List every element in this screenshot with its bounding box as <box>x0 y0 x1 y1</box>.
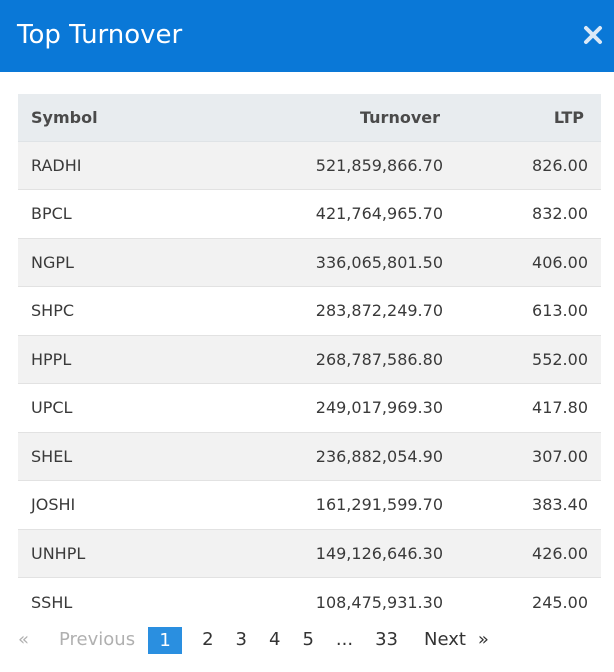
cell-ltp: 383.40 <box>448 480 601 529</box>
cell-ltp: 307.00 <box>448 431 601 481</box>
cell-turnover: 336,065,801.50 <box>218 237 448 287</box>
cell-ltp: 245.00 <box>448 577 601 626</box>
page-button-4[interactable]: 4 <box>269 629 281 650</box>
table-row[interactable]: NGPL 336,065,801.50 406.00 <box>18 237 601 287</box>
table-row[interactable]: UPCL 249,017,969.30 417.80 <box>18 383 601 432</box>
cell-symbol: UPCL <box>18 383 218 432</box>
table-header-row: Symbol Turnover LTP <box>18 94 601 142</box>
cell-turnover: 149,126,646.30 <box>218 528 448 578</box>
column-header-ltp[interactable]: LTP <box>448 94 601 142</box>
page-button-5[interactable]: 5 <box>302 629 314 650</box>
cell-turnover: 421,764,965.70 <box>218 189 448 238</box>
cell-symbol: SHEL <box>18 431 218 481</box>
table-row[interactable]: HPPL 268,787,586.80 552.00 <box>18 334 601 384</box>
cell-ltp: 552.00 <box>448 334 601 384</box>
cell-turnover: 161,291,599.70 <box>218 480 448 529</box>
table-row[interactable]: JOSHI 161,291,599.70 383.40 <box>18 480 601 529</box>
close-icon <box>584 26 602 44</box>
cell-symbol: BPCL <box>18 189 218 238</box>
modal-title: Top Turnover <box>17 20 183 50</box>
page-button-1[interactable]: 1 <box>148 626 183 654</box>
turnover-table: Symbol Turnover LTP RADHI 521,859,866.70 8… <box>18 94 601 626</box>
cell-ltp: 613.00 <box>448 286 601 335</box>
cell-ltp: 406.00 <box>448 237 601 287</box>
cell-symbol: SHPC <box>18 286 218 335</box>
table-row[interactable]: BPCL 421,764,965.70 832.00 <box>18 189 601 238</box>
cell-turnover: 283,872,249.70 <box>218 286 448 335</box>
pagination: « Previous 1 2 3 4 5 ... 33 Next » <box>18 626 507 654</box>
cell-turnover: 249,017,969.30 <box>218 383 448 432</box>
cell-ltp: 426.00 <box>448 528 601 578</box>
table-row[interactable]: UNHPL 149,126,646.30 426.00 <box>18 528 601 578</box>
cell-turnover: 236,882,054.90 <box>218 431 448 481</box>
table-row[interactable]: RADHI 521,859,866.70 826.00 <box>18 140 601 190</box>
next-button[interactable]: Next <box>423 629 466 650</box>
table-row[interactable]: SSHL 108,475,931.30 245.00 <box>18 577 601 626</box>
cell-symbol: NGPL <box>18 237 218 287</box>
table-row[interactable]: SHPC 283,872,249.70 613.00 <box>18 286 601 335</box>
cell-ltp: 826.00 <box>448 140 601 190</box>
close-button[interactable] <box>580 22 606 48</box>
previous-arrow: « <box>18 629 30 650</box>
cell-symbol: HPPL <box>18 334 218 384</box>
table-row[interactable]: SHEL 236,882,054.90 307.00 <box>18 431 601 481</box>
column-header-symbol[interactable]: Symbol <box>18 94 218 142</box>
cell-ltp: 832.00 <box>448 189 601 238</box>
previous-button: Previous <box>59 629 136 650</box>
column-header-turnover[interactable]: Turnover <box>218 94 448 142</box>
cell-turnover: 268,787,586.80 <box>218 334 448 384</box>
modal-header: Top Turnover <box>0 0 614 72</box>
cell-turnover: 108,475,931.30 <box>218 577 448 626</box>
page-button-2[interactable]: 2 <box>202 629 214 650</box>
turnover-table-container[interactable]: Symbol Turnover LTP RADHI 521,859,866.70 8… <box>18 94 601 626</box>
cell-symbol: UNHPL <box>18 528 218 578</box>
page-button-last[interactable]: 33 <box>375 629 398 650</box>
cell-symbol: JOSHI <box>18 480 218 529</box>
cell-turnover: 521,859,866.70 <box>218 140 448 190</box>
next-arrow[interactable]: » <box>477 629 489 650</box>
cell-ltp: 417.80 <box>448 383 601 432</box>
cell-symbol: RADHI <box>18 140 218 190</box>
page-button-3[interactable]: 3 <box>235 629 247 650</box>
pagination-ellipsis: ... <box>335 629 354 650</box>
cell-symbol: SSHL <box>18 577 218 626</box>
